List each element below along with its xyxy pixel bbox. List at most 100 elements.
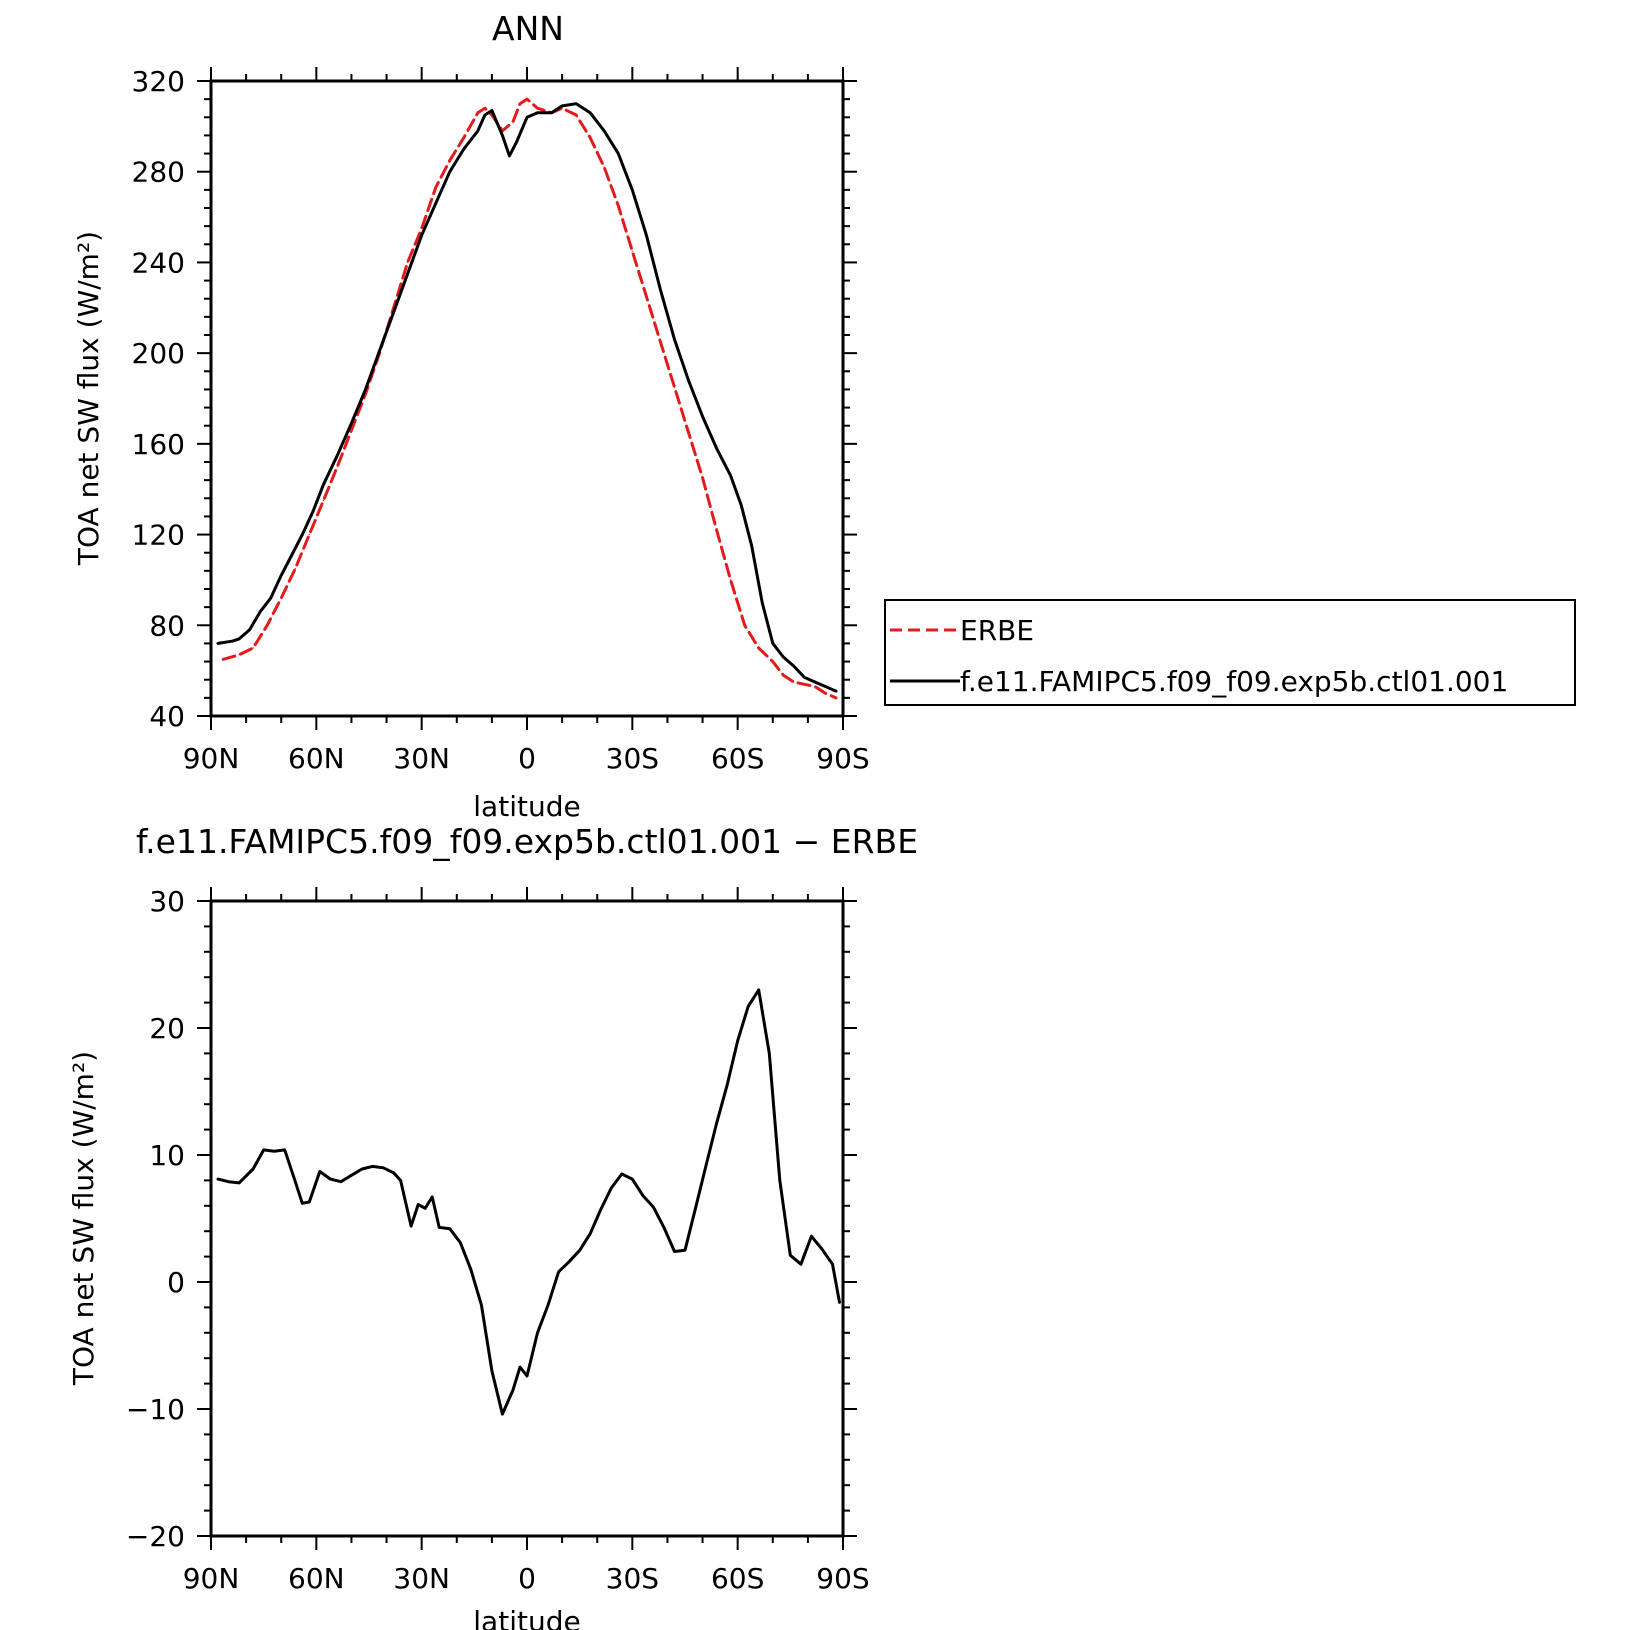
- bottom-series-0-point: [350, 1174, 352, 1176]
- bottom-series-0-point: [501, 1413, 503, 1415]
- top-series-1-point: [824, 685, 827, 688]
- top-series-0-point: [716, 529, 718, 531]
- top-ytick-label: 240: [132, 246, 185, 279]
- top-series-0-point: [687, 431, 690, 434]
- bottom-series-0-point: [319, 1170, 321, 1173]
- legend: ERBE f.e11.FAMIPC5.f09_f09.exp5b.ctl01.0…: [884, 599, 1576, 706]
- top-series-0-point: [793, 681, 795, 683]
- bottom-series-0-point: [800, 1263, 802, 1265]
- bottom-series-0-point: [340, 1181, 342, 1183]
- bottom-series-0-point: [726, 1084, 728, 1086]
- bottom-series-0-point: [600, 1209, 602, 1211]
- top-series-1-point: [702, 416, 704, 418]
- top-series-1-point: [280, 574, 282, 577]
- top-series-0-point: [463, 137, 465, 139]
- top-series-0-point: [336, 465, 338, 468]
- top-series-line-1: [216, 102, 838, 693]
- top-series-1-point: [231, 640, 233, 642]
- top-series-0-point: [449, 159, 451, 161]
- top-series-1-point: [508, 155, 510, 157]
- top-xtick-label: 30S: [606, 742, 659, 775]
- bottom-series-0-point: [308, 1201, 310, 1203]
- top-xtick-label: 60S: [711, 742, 764, 775]
- bottom-series-0-point: [768, 1052, 770, 1054]
- bottom-ytick-label: 20: [149, 1012, 185, 1045]
- top-series-1-point: [551, 112, 553, 114]
- top-ytick-label: 280: [132, 156, 185, 189]
- bottom-series-0-point: [821, 1248, 823, 1250]
- bottom-title: f.e11.FAMIPC5.f09_f09.exp5b.ctl01.001 − …: [136, 822, 918, 861]
- top-series-1-point: [814, 681, 816, 683]
- top-series-0-point: [222, 658, 224, 660]
- bottom-series-group: [216, 988, 841, 1416]
- bottom-series-0-point: [779, 1179, 781, 1181]
- top-series-0-point: [435, 187, 437, 189]
- top-series-0-point: [477, 112, 479, 114]
- top-series-0-point: [322, 500, 324, 502]
- top-series-1-point: [270, 597, 272, 599]
- bottom-panel: f.e11.FAMIPC5.f09_f09.exp5b.ctl01.001 − …: [67, 822, 918, 1630]
- top-series-0-point: [266, 624, 268, 626]
- bottom-series-0-point: [371, 1165, 374, 1167]
- top-series-1-point: [301, 534, 303, 536]
- top-ytick-label: 80: [149, 609, 185, 642]
- top-series-0-point: [803, 683, 806, 685]
- top-series-0-point: [824, 692, 827, 694]
- top-series-1-point: [336, 454, 338, 456]
- top-series-1-point: [631, 189, 633, 191]
- top-series-0-point: [294, 568, 296, 570]
- bottom-series-0-point: [673, 1250, 676, 1253]
- top-series-1-point: [803, 676, 806, 679]
- bottom-series-0-point: [238, 1182, 240, 1184]
- top-xlabel: latitude: [473, 790, 580, 823]
- top-series-1-point: [515, 141, 518, 143]
- top-series-1-point: [659, 289, 662, 291]
- top-series-1-point: [291, 554, 293, 556]
- bottom-series-0-point: [424, 1207, 426, 1209]
- top-series-0-point: [617, 205, 619, 207]
- bottom-series-0-point: [621, 1173, 623, 1175]
- bottom-series-0-point: [684, 1249, 686, 1251]
- bottom-series-0-point: [263, 1149, 265, 1151]
- bottom-series-0-point: [631, 1178, 633, 1180]
- top-series-0-point: [835, 697, 837, 699]
- top-series-0-point: [407, 261, 409, 263]
- bottom-xtick-label: 90S: [816, 1562, 869, 1595]
- top-ytick-label: 40: [149, 700, 185, 733]
- bottom-series-0-point: [589, 1233, 591, 1235]
- top-series-0-point: [280, 597, 282, 599]
- top-series-0-point: [519, 103, 521, 105]
- bottom-series-0-point: [217, 1178, 219, 1180]
- top-series-1-point: [259, 611, 261, 613]
- top-xtick-label: 60N: [288, 742, 345, 775]
- top-series-0-point: [758, 647, 760, 649]
- top-xtick-label: 30N: [393, 742, 450, 775]
- top-ylabel: TOA net SW flux (W/m²): [72, 231, 105, 566]
- bottom-series-0-point: [652, 1206, 655, 1208]
- bottom-series-0-point: [642, 1195, 644, 1197]
- bottom-series-0-point: [273, 1150, 275, 1152]
- top-series-1-point: [772, 642, 774, 645]
- top-series-0-point: [421, 227, 423, 229]
- top-ticks-group: 40 80 120 160 200 240 280 320 90N 60N 30N 0 30S 60S 90…: [132, 65, 870, 775]
- top-series-1-point: [589, 112, 591, 114]
- bottom-xtick-label: 90N: [183, 1562, 240, 1595]
- top-series-1-point: [536, 112, 539, 114]
- top-series-1-point: [673, 338, 676, 341]
- bottom-series-0-point: [252, 1168, 254, 1170]
- top-series-0-point: [673, 386, 676, 388]
- top-series-0-point: [702, 477, 704, 479]
- bottom-series-0-point: [663, 1226, 665, 1228]
- bottom-ytick-label: 30: [149, 885, 185, 918]
- top-series-1-point: [730, 475, 732, 477]
- bottom-series-0-point: [568, 1261, 570, 1263]
- bottom-series-0-point: [480, 1304, 482, 1306]
- bottom-ytick-label: 0: [167, 1266, 185, 1299]
- top-series-0-point: [308, 534, 310, 536]
- top-ytick-label: 200: [132, 337, 185, 370]
- top-plot-frame: [209, 79, 845, 718]
- bottom-series-0-point: [361, 1168, 363, 1170]
- bottom-series-0-point: [438, 1226, 440, 1228]
- bottom-series-0-point: [294, 1181, 296, 1183]
